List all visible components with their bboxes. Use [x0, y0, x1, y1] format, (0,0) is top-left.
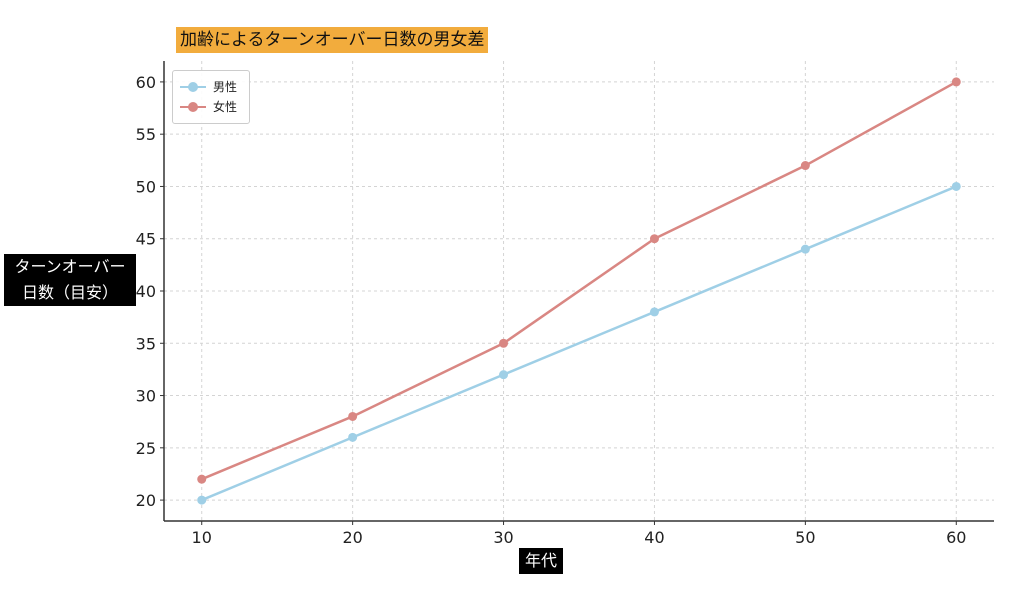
x-tick-label: 40	[644, 528, 664, 547]
legend-swatch-dot-male	[188, 82, 198, 92]
data-point-male	[348, 432, 358, 442]
x-axis-label: 年代	[519, 548, 563, 574]
data-point-female	[499, 338, 509, 348]
legend-label-male: 男性	[213, 80, 238, 94]
series-line-male	[201, 185, 957, 502]
data-point-male	[197, 495, 207, 505]
ticks: 20 25 30 35 40 45 50 55 60 10 20 30 40 50 60	[136, 73, 967, 547]
data-point-male	[951, 181, 961, 191]
chart-title: 加齢によるターンオーバー日数の男女差	[176, 27, 489, 53]
x-tick-label: 10	[192, 528, 212, 547]
y-tick-label: 25	[136, 439, 156, 458]
x-tick-label: 60	[946, 528, 966, 547]
data-point-female	[951, 77, 961, 87]
data-point-female	[348, 411, 358, 421]
data-point-female	[649, 234, 659, 244]
data-point-male	[800, 244, 810, 254]
x-tick-label: 50	[795, 528, 815, 547]
y-tick-label: 45	[136, 230, 156, 249]
y-tick-label: 30	[136, 387, 156, 406]
data-point-female	[800, 161, 810, 171]
y-tick-label: 35	[136, 334, 156, 353]
data-point-male	[649, 307, 659, 317]
legend-item-male: 男性	[173, 77, 249, 97]
x-tick-label: 20	[342, 528, 362, 547]
y-tick-label: 50	[136, 177, 156, 196]
data-point-female	[197, 474, 207, 484]
legend-swatch-dot-female	[188, 102, 198, 112]
data-point-male	[499, 370, 509, 380]
y-tick-label: 55	[136, 125, 156, 144]
y-tick-label: 40	[136, 282, 156, 301]
y-axis-label: ターンオーバー 日数（目安）	[4, 254, 136, 306]
legend: 男性 女性	[172, 70, 250, 124]
series-line-female	[201, 80, 957, 481]
y-axis-label-line-1: ターンオーバー	[14, 257, 126, 276]
series-layer	[197, 77, 961, 505]
legend-label-female: 女性	[213, 100, 238, 114]
legend-item-female: 女性	[173, 97, 249, 117]
y-tick-label: 20	[136, 491, 156, 510]
y-axis-label-line-2: 日数（目安）	[21, 283, 118, 302]
y-tick-label: 60	[136, 73, 156, 92]
x-tick-label: 30	[493, 528, 513, 547]
